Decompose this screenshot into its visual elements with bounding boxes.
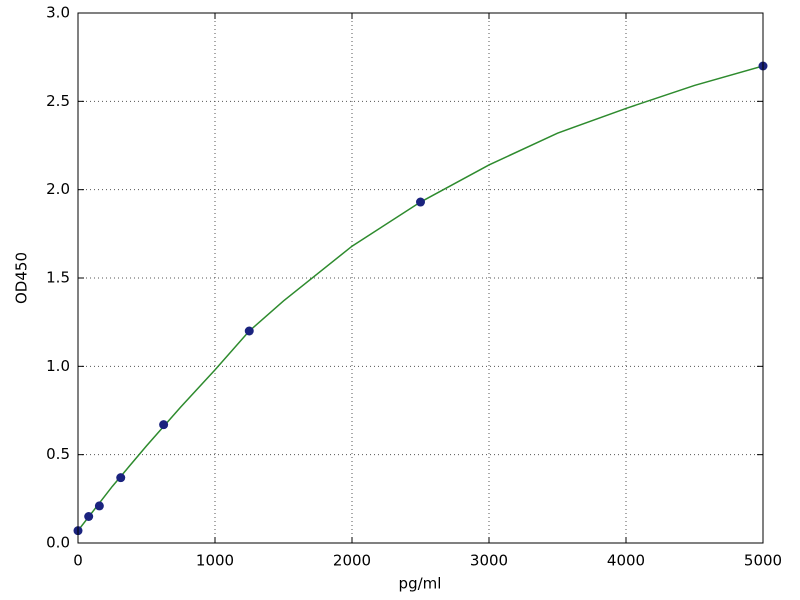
y-tick-label: 1.0 [46,357,70,375]
y-tick-label: 0.0 [46,534,70,552]
y-tick-label: 2.5 [46,92,70,110]
data-point [116,473,126,483]
x-axis-label: pg/ml [399,575,442,593]
data-point [94,501,104,511]
fit-curve [77,65,764,532]
y-tick-label: 3.0 [46,4,70,22]
data-point [244,326,254,336]
y-tick-label: 1.5 [46,269,70,287]
data-point [159,420,169,430]
x-tick-label: 5000 [744,552,782,570]
y-tick-label: 2.0 [46,180,70,198]
y-axis-label: OD450 [13,252,31,304]
y-tick-label: 0.5 [46,445,70,463]
x-tick-label: 2000 [333,552,371,570]
x-tick-label: 0 [73,552,83,570]
x-tick-label: 1000 [196,552,234,570]
data-point [84,512,94,521]
x-tick-label: 3000 [470,552,508,570]
data-point [416,197,425,207]
plot-frame [77,12,764,544]
x-tick-label: 4000 [607,552,645,570]
